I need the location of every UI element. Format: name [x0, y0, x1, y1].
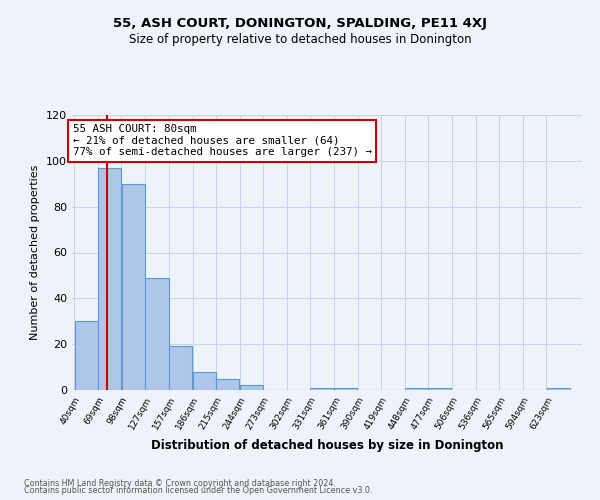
Bar: [169, 346, 192, 390]
Bar: [145, 278, 169, 390]
Text: 55, ASH COURT, DONINGTON, SPALDING, PE11 4XJ: 55, ASH COURT, DONINGTON, SPALDING, PE11…: [113, 18, 487, 30]
Bar: [217, 378, 239, 390]
Text: Contains public sector information licensed under the Open Government Licence v3: Contains public sector information licen…: [24, 486, 373, 495]
Y-axis label: Number of detached properties: Number of detached properties: [31, 165, 40, 340]
Bar: [428, 388, 451, 390]
Text: 55 ASH COURT: 80sqm
← 21% of detached houses are smaller (64)
77% of semi-detach: 55 ASH COURT: 80sqm ← 21% of detached ho…: [73, 124, 372, 158]
Bar: [335, 388, 358, 390]
Bar: [98, 168, 121, 390]
Bar: [122, 184, 145, 390]
Bar: [240, 386, 263, 390]
Text: Size of property relative to detached houses in Donington: Size of property relative to detached ho…: [128, 32, 472, 46]
X-axis label: Distribution of detached houses by size in Donington: Distribution of detached houses by size …: [151, 439, 503, 452]
Bar: [193, 372, 216, 390]
Bar: [75, 322, 98, 390]
Text: Contains HM Land Registry data © Crown copyright and database right 2024.: Contains HM Land Registry data © Crown c…: [24, 478, 336, 488]
Bar: [405, 388, 428, 390]
Bar: [310, 388, 334, 390]
Bar: [547, 388, 569, 390]
